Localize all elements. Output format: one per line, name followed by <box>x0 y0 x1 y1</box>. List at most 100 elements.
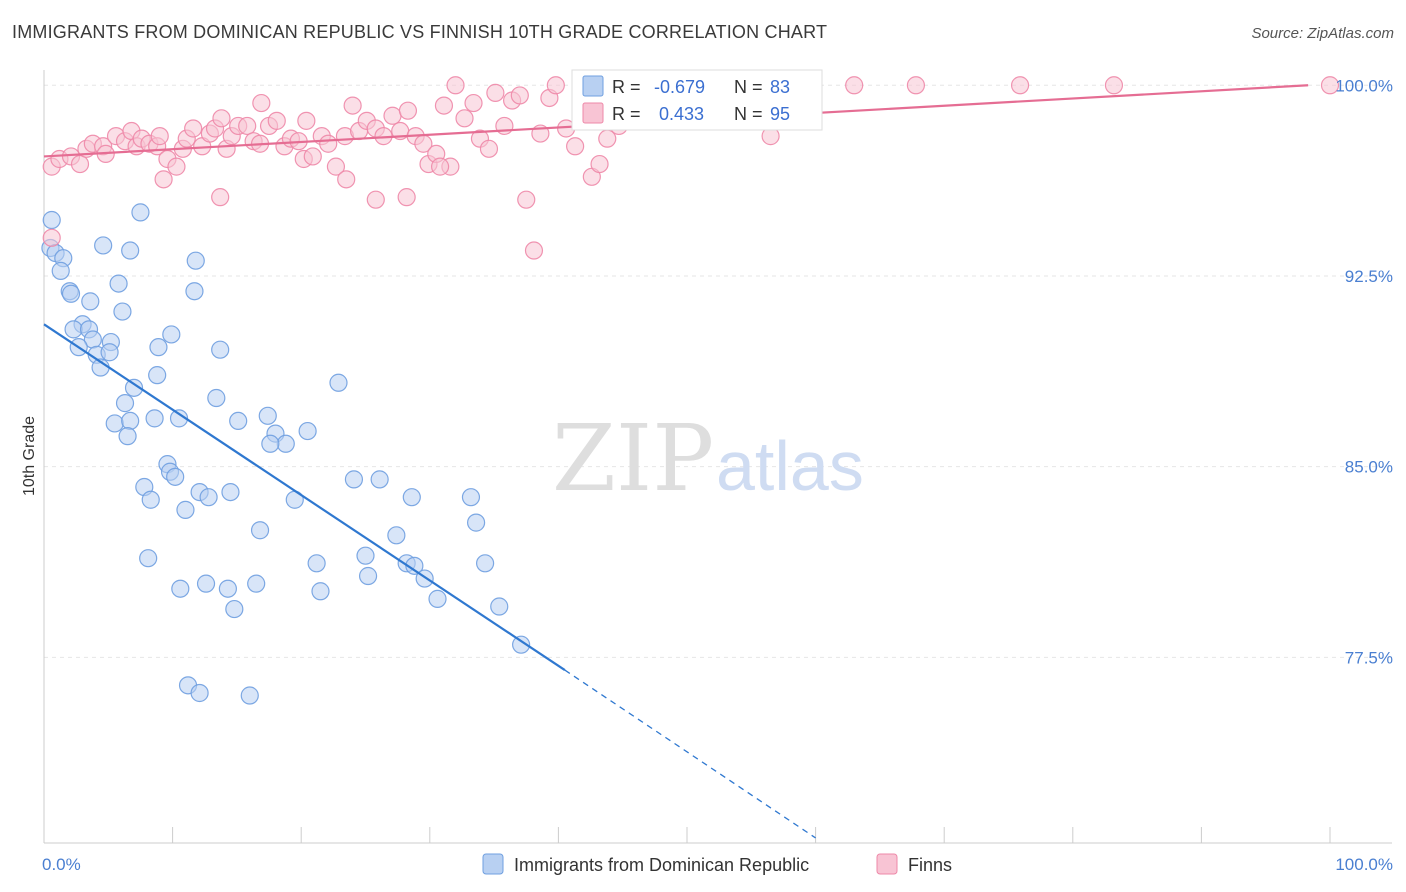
point-finns <box>238 116 257 136</box>
x-tick-labels: 0.0% 100.0% <box>42 855 1393 874</box>
point-finns <box>455 109 474 128</box>
point-finns <box>479 139 499 158</box>
point-finns <box>906 76 926 95</box>
point-dominican <box>258 406 277 425</box>
point-dominican <box>211 340 230 359</box>
x-tick-label: 100.0% <box>1335 855 1393 874</box>
point-finns <box>211 188 230 207</box>
point-dominican <box>261 434 280 453</box>
point-dominican <box>329 373 348 392</box>
point-finns <box>434 96 454 115</box>
point-dominican <box>356 546 375 565</box>
point-dominican <box>490 597 509 616</box>
x-tick-label: 0.0% <box>42 855 81 874</box>
point-dominican <box>131 203 150 222</box>
point-dominican <box>121 411 140 431</box>
point-dominican <box>250 521 270 540</box>
point-finns <box>446 76 465 95</box>
stats-n-label-1: N = <box>734 77 763 97</box>
point-dominican <box>113 302 132 321</box>
point-finns <box>337 170 356 189</box>
point-dominican <box>94 236 113 255</box>
point-dominican <box>344 470 364 489</box>
point-dominican <box>370 470 389 489</box>
point-dominican <box>276 434 295 453</box>
point-finns <box>566 137 585 156</box>
point-dominican <box>145 409 164 428</box>
stats-r-value-1: -0.679 <box>654 77 705 97</box>
point-finns <box>150 127 169 146</box>
watermark-zip: ZIP <box>552 405 714 512</box>
y-tick-label: 77.5% <box>1345 648 1393 667</box>
axes <box>43 70 1392 844</box>
point-finns <box>397 188 416 207</box>
point-dominican <box>118 427 137 446</box>
point-finns <box>398 101 418 120</box>
point-finns <box>524 241 544 260</box>
point-dominican <box>139 549 158 568</box>
point-dominican <box>109 274 128 293</box>
point-dominican <box>190 683 209 703</box>
stats-n-value-2: 95 <box>770 104 790 124</box>
stats-swatch-blue <box>582 75 604 97</box>
watermark-atlas: atlas <box>716 427 864 505</box>
y-tick-label: 85.0% <box>1345 458 1393 477</box>
legend-label-finns: Finns <box>908 855 952 875</box>
point-dominican <box>64 320 83 339</box>
point-finns <box>486 83 505 102</box>
point-dominican <box>148 366 167 385</box>
point-dominican <box>225 599 244 619</box>
point-dominican <box>171 579 190 598</box>
point-finns <box>252 93 271 113</box>
point-dominican <box>199 488 218 507</box>
point-finns <box>1320 76 1340 95</box>
point-dominican <box>229 411 248 431</box>
point-dominican <box>402 488 421 507</box>
point-dominican <box>162 325 181 344</box>
stats-swatch-pink <box>582 102 604 124</box>
stats-r-value-2: 0.433 <box>659 104 704 124</box>
point-finns <box>366 190 385 209</box>
point-dominican <box>105 414 124 433</box>
point-dominican <box>124 378 144 397</box>
point-finns <box>326 157 346 176</box>
gridlines <box>44 84 1392 658</box>
point-finns <box>430 157 450 176</box>
point-finns <box>319 134 338 153</box>
legend: Immigrants from Dominican Republic Finns <box>482 853 952 875</box>
point-dominican <box>475 554 495 573</box>
point-dominican <box>298 421 317 441</box>
point-dominican <box>141 490 160 509</box>
point-dominican <box>307 554 326 573</box>
point-dominican <box>428 589 447 608</box>
point-dominican <box>311 582 330 601</box>
data-points <box>41 76 1340 705</box>
point-dominican <box>121 241 140 260</box>
chart-title: IMMIGRANTS FROM DOMINICAN REPUBLIC VS FI… <box>12 22 828 42</box>
point-dominican <box>207 388 226 408</box>
point-dominican <box>247 574 266 593</box>
point-dominican <box>358 566 378 586</box>
point-dominican <box>115 394 135 413</box>
legend-label-dominican: Immigrants from Dominican Republic <box>514 855 809 875</box>
legend-swatch-dominican <box>482 853 504 875</box>
stats-n-value-1: 83 <box>770 77 790 97</box>
point-finns <box>297 111 316 130</box>
point-finns <box>303 147 322 166</box>
stats-r-label-1: R = <box>612 77 641 97</box>
stats-r-label-2: R = <box>612 104 641 124</box>
point-finns <box>546 76 565 95</box>
legend-swatch-finns <box>876 853 898 875</box>
point-dominican <box>185 282 204 301</box>
point-finns <box>510 86 529 105</box>
point-finns <box>184 119 203 138</box>
point-dominican <box>51 261 70 280</box>
point-dominican <box>221 482 240 502</box>
point-dominican <box>100 343 119 362</box>
point-finns <box>167 157 186 176</box>
point-dominican <box>176 500 195 519</box>
trend-line-dominican <box>43 323 566 672</box>
y-tick-label: 100.0% <box>1335 76 1393 95</box>
point-dominican <box>61 284 81 303</box>
